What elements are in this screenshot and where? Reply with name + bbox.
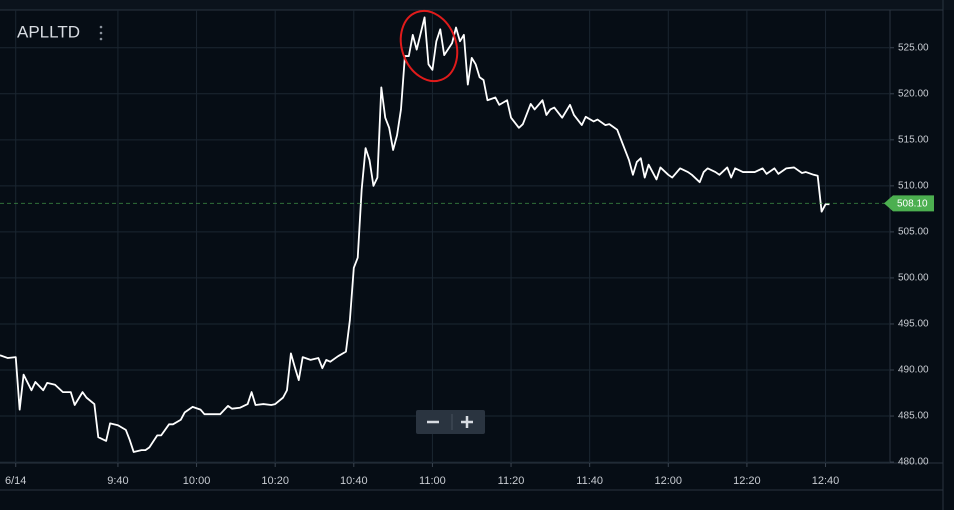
y-tick-label: 515.00 <box>898 134 929 145</box>
y-tick-label: 500.00 <box>898 273 929 284</box>
price-line <box>0 16 830 453</box>
x-tick-label: 9:40 <box>107 475 128 487</box>
top-bar <box>0 0 954 10</box>
zoom-in-button[interactable] <box>461 416 473 428</box>
zoom-panel <box>416 410 485 434</box>
x-tick-label: 10:40 <box>340 475 368 487</box>
x-tick-label: 11:00 <box>419 475 446 487</box>
y-tick-label: 505.00 <box>898 227 929 238</box>
y-tick-label: 520.00 <box>898 88 929 99</box>
x-tick-label: 10:20 <box>261 475 289 487</box>
x-tick-label: 11:40 <box>576 475 603 487</box>
highlight-circle <box>399 9 459 83</box>
x-tick-label: 12:40 <box>812 475 840 487</box>
y-tick-label: 485.00 <box>898 411 929 422</box>
x-tick-label: 12:20 <box>733 475 761 487</box>
y-tick-label: 525.00 <box>898 42 929 53</box>
zoom-controls <box>416 410 485 434</box>
grid: 480.00 485.00 490.00 495.00 500.00 505.00 510.… <box>0 10 929 487</box>
menu-dots[interactable] <box>99 25 103 41</box>
chart-title: APLLTD <box>17 22 80 41</box>
marks: 508.10 <box>0 16 934 453</box>
y-tick-label: 480.00 <box>898 457 929 468</box>
y-tick-label: 510.00 <box>898 181 929 192</box>
x-tick-label: 12:00 <box>655 475 683 487</box>
last-price-label: 508.10 <box>897 198 928 209</box>
last-price-tag <box>884 195 934 212</box>
y-tick-label: 495.00 <box>898 319 929 330</box>
x-tick-label: 6/14 <box>5 475 26 487</box>
x-tick-label: 11:20 <box>498 475 525 487</box>
y-tick-label: 490.00 <box>898 365 929 376</box>
x-tick-label: 10:00 <box>183 475 211 487</box>
